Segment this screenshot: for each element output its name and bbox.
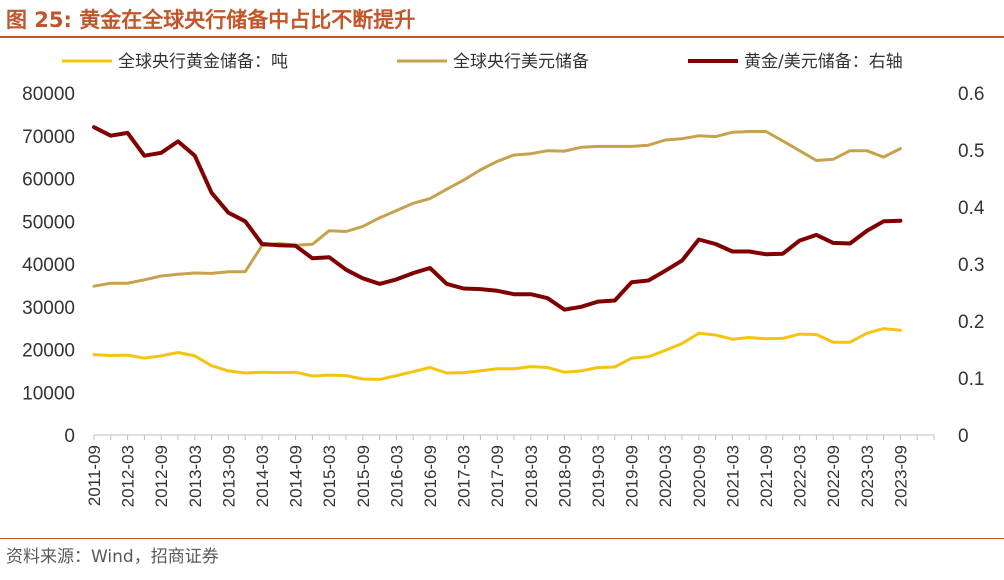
x-tick-label: 2014-03	[253, 445, 272, 507]
y-left-tick-label: 0	[64, 426, 75, 447]
legend: 全球央行黄金储备：吨 全球央行美元储备 黄金/美元储备：右轴	[62, 52, 903, 72]
y-left-tick-label: 50000	[22, 212, 75, 233]
source-divider	[0, 538, 1004, 539]
x-tick-label: 2012-03	[119, 445, 138, 507]
title-divider	[0, 36, 1004, 38]
x-tick-label: 2016-09	[421, 445, 440, 507]
legend-label: 黄金/美元储备：右轴	[744, 52, 903, 72]
y-right-tick-label: 0.3	[958, 255, 984, 276]
y-left-tick-label: 70000	[22, 127, 75, 148]
y-left-tick-label: 30000	[22, 298, 75, 319]
y-right-tick-label: 0.1	[958, 369, 984, 390]
x-tick-label: 2015-03	[320, 445, 339, 507]
figure-title: 图 25: 黄金在全球央行储备中占比不断提升	[6, 8, 416, 32]
x-tick-label: 2016-03	[387, 445, 406, 507]
x-tick-label: 2021-09	[757, 445, 776, 507]
gold-usd-ratio-line	[92, 125, 903, 312]
y-right-tick-label: 0	[958, 426, 969, 447]
x-tick-label: 2019-09	[623, 445, 642, 507]
source-note: 资料来源：Wind，招商证券	[6, 547, 219, 567]
x-tick-label: 2015-09	[354, 445, 373, 507]
y-right-tick-label: 0.5	[958, 141, 984, 162]
x-tick-label: 2020-09	[690, 445, 709, 507]
y-right-tick-label: 0.2	[958, 312, 984, 333]
y-left-tick-label: 60000	[22, 170, 75, 191]
usd-reserves-line	[92, 130, 902, 288]
x-tick-label: 2018-09	[555, 445, 574, 507]
x-tick-label: 2013-03	[186, 445, 205, 507]
x-tick-label: 2022-03	[791, 445, 810, 507]
x-tick-label: 2019-03	[589, 445, 608, 507]
x-tick-label: 2013-09	[219, 445, 238, 507]
y-right-tick-label: 0.4	[958, 198, 985, 219]
series-lines	[92, 125, 903, 381]
x-tick-label: 2022-09	[824, 445, 843, 507]
x-tick-label: 2017-03	[455, 445, 474, 507]
x-tick-label: 2021-03	[723, 445, 742, 507]
x-tick-label: 2023-03	[858, 445, 877, 507]
y-left-tick-label: 10000	[22, 383, 75, 404]
gold-tonnes-line	[92, 327, 902, 381]
y-left-tick-label: 20000	[22, 341, 75, 362]
x-tick-label: 2023-09	[891, 445, 910, 507]
x-tick-label: 2011-09	[85, 445, 104, 506]
legend-label: 全球央行黄金储备：吨	[118, 52, 288, 72]
y-left-tick-label: 40000	[22, 255, 75, 276]
y-right-tick-label: 0.6	[958, 84, 984, 105]
legend-label: 全球央行美元储备	[453, 52, 589, 72]
x-tick-label: 2018-03	[522, 445, 541, 507]
x-tick-label: 2020-03	[656, 445, 675, 507]
x-tick-label: 2012-09	[152, 445, 171, 507]
y-left-tick-label: 80000	[22, 84, 75, 105]
line-chart: 全球央行黄金储备：吨 全球央行美元储备 黄金/美元储备：右轴 2011-09 2012…	[22, 52, 985, 507]
x-tick-label: 2017-09	[488, 445, 507, 507]
x-tick-label: 2014-09	[287, 445, 306, 507]
axes: 2011-09 2012-03 2012-09 2013-03 2013-09 2014-…	[22, 84, 985, 507]
